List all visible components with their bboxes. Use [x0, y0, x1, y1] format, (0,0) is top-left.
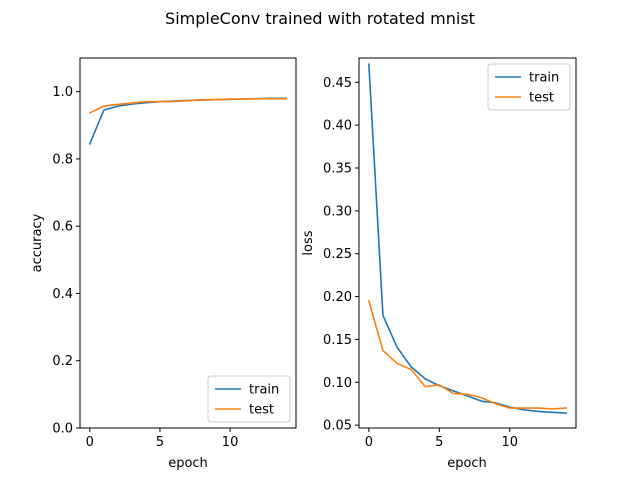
accuracy-legend-train-label: train	[249, 383, 279, 398]
loss-plot-lines	[367, 63, 567, 415]
accuracy-chart: 0 5 10 0.0 0.2 0.4 0.6 0.8 1.0 epoch accuracy tr…	[30, 57, 297, 471]
loss-axes-frame	[358, 57, 577, 429]
loss-chart: 0 5 10 0.05 0.10 0.15 0.20 0.25 0.30 0.35 0.40 0.45…	[301, 57, 577, 471]
loss-x-tick-label: 5	[435, 435, 443, 450]
loss-x-tick-label: 0	[365, 435, 373, 450]
accuracy-legend-test-label: test	[249, 403, 274, 418]
loss-y-tick-label: 0.25	[323, 247, 352, 262]
accuracy-axes-frame	[79, 57, 297, 429]
loss-y-axis-label: loss	[301, 230, 316, 255]
accuracy-x-tick-label: 0	[86, 435, 94, 450]
loss-y-tick-label: 0.10	[323, 376, 352, 391]
accuracy-y-tick-label: 0.4	[52, 287, 73, 302]
loss-y-tick-label: 0.40	[323, 119, 352, 134]
loss-train-line	[368, 63, 567, 415]
loss-x-axis-label: epoch	[447, 456, 487, 471]
accuracy-x-axis-label: epoch	[168, 456, 208, 471]
loss-y-tick-label: 0.15	[323, 333, 352, 348]
accuracy-y-tick-label: 0.6	[52, 220, 73, 235]
accuracy-y-tick-label: 0.8	[52, 152, 73, 167]
loss-x-tick-label: 10	[501, 435, 518, 450]
loss-legend-train-label: train	[529, 71, 559, 86]
loss-legend-box	[487, 63, 571, 111]
loss-legend-test-label: test	[529, 91, 554, 106]
accuracy-y-tick-label: 1.0	[52, 85, 73, 100]
accuracy-legend-box	[207, 375, 291, 423]
accuracy-y-axis-label: accuracy	[30, 213, 45, 272]
figure-suptitle: SimpleConv trained with rotated mnist	[165, 9, 475, 28]
accuracy-x-tick-label: 5	[156, 435, 164, 450]
loss-y-tick-label: 0.45	[323, 76, 352, 91]
accuracy-x-tick-label: 10	[222, 435, 239, 450]
accuracy-plot-lines	[88, 97, 287, 145]
accuracy-y-tick-label: 0.2	[52, 354, 73, 369]
loss-y-tick-label: 0.30	[323, 204, 352, 219]
accuracy-y-tick-label: 0.0	[52, 422, 73, 437]
accuracy-legend: train test	[207, 375, 291, 423]
loss-y-tick-label: 0.05	[323, 419, 352, 434]
loss-test-line	[367, 299, 567, 410]
loss-y-tick-label: 0.20	[323, 290, 352, 305]
accuracy-test-line	[88, 97, 287, 114]
accuracy-ticks: 0 5 10 0.0 0.2 0.4 0.6 0.8 1.0	[52, 85, 238, 450]
loss-ticks: 0 5 10 0.05 0.10 0.15 0.20 0.25 0.30 0.35 0.40 0.45	[323, 76, 518, 450]
loss-legend: train test	[487, 63, 571, 111]
loss-y-tick-label: 0.35	[323, 161, 352, 176]
